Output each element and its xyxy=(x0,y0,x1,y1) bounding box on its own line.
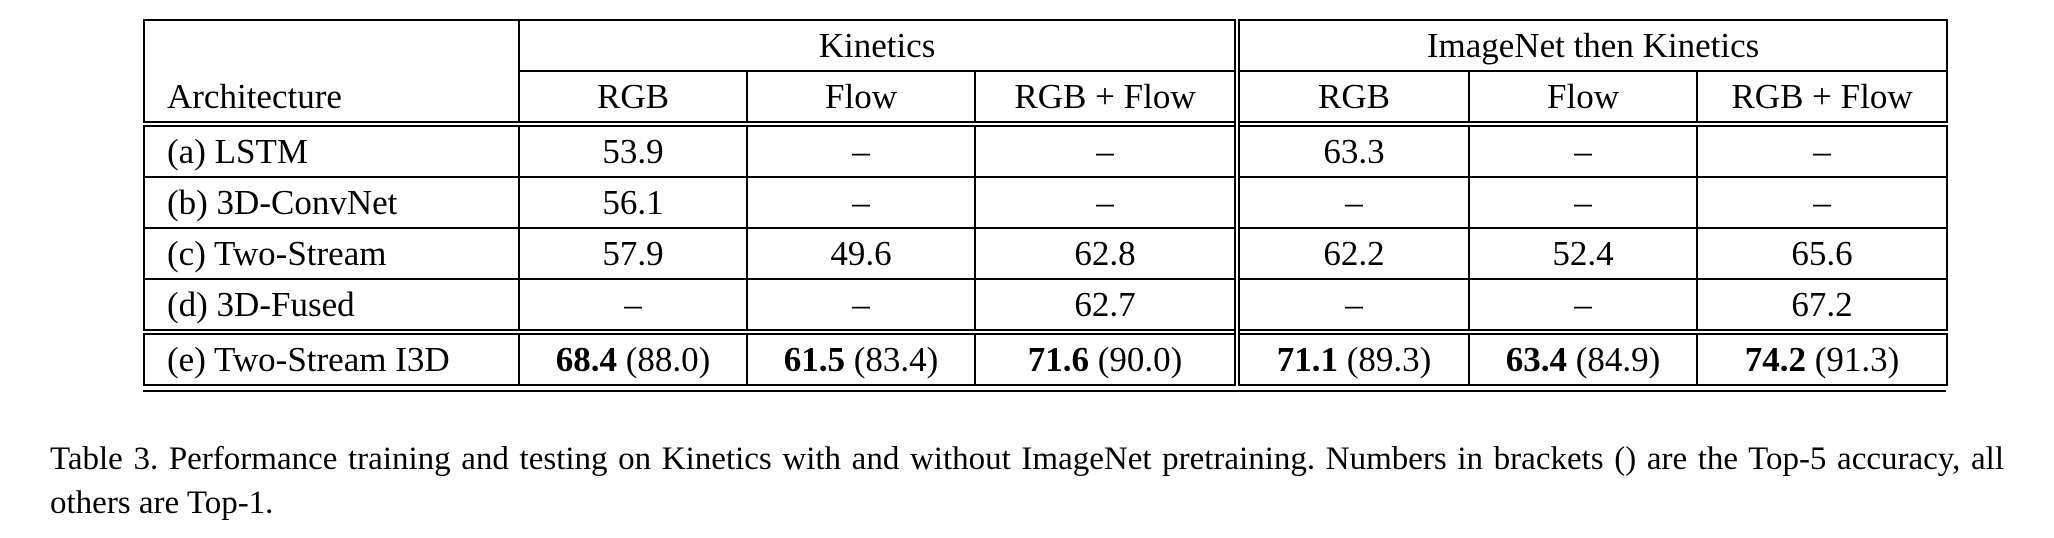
header-blank-cell xyxy=(144,20,519,71)
top1-value: 71.1 xyxy=(1276,340,1338,379)
table-cell: – xyxy=(973,176,1238,228)
table-cell: – xyxy=(746,121,975,177)
sub-header: RGB xyxy=(518,71,747,124)
table-cell: 62.8 xyxy=(973,227,1238,279)
row-name: (b) 3D-ConvNet xyxy=(144,176,519,228)
sub-header: Flow xyxy=(746,71,975,124)
top5-value: (88.0) xyxy=(625,340,711,379)
group-header-imagenet-kinetics: ImageNet then Kinetics xyxy=(1234,20,1948,72)
top1-value: 74.2 xyxy=(1744,340,1806,379)
table-cell: 71.6 (90.0) xyxy=(973,329,1238,385)
table-cell: – xyxy=(1696,176,1948,228)
top5-value: (84.9) xyxy=(1575,340,1661,379)
row-name: (e) Two-Stream I3D xyxy=(144,329,519,385)
table-cell: 61.5 (83.4) xyxy=(746,329,975,385)
table-cell: – xyxy=(518,278,747,332)
table-cell: 53.9 xyxy=(518,121,747,177)
results-table-container: Kinetics ImageNet then Kinetics Architec… xyxy=(143,19,1949,392)
table-cell: 74.2 (91.3) xyxy=(1696,329,1948,385)
top5-value: (90.0) xyxy=(1097,340,1183,379)
table-cell: – xyxy=(1468,176,1698,228)
table-cell: 56.1 xyxy=(518,176,747,228)
row-name: (c) Two-Stream xyxy=(144,227,519,279)
table-cell: 65.6 xyxy=(1696,227,1948,279)
top1-value: 61.5 xyxy=(783,340,845,379)
table-cell: – xyxy=(1234,278,1470,332)
table-row: (b) 3D-ConvNet 56.1 – – – – – xyxy=(144,176,1948,228)
table-cell: – xyxy=(1234,176,1470,228)
top5-value: (91.3) xyxy=(1814,340,1900,379)
group-header-row: Kinetics ImageNet then Kinetics xyxy=(144,20,1948,72)
table-row: (d) 3D-Fused – – 62.7 – – 67.2 xyxy=(144,278,1948,332)
sub-header-row: Architecture RGB Flow RGB + Flow RGB Flo… xyxy=(144,71,1948,124)
table-cell: 57.9 xyxy=(518,227,747,279)
row-name: (a) LSTM xyxy=(144,121,519,177)
row-name: (d) 3D-Fused xyxy=(144,278,519,332)
sub-header: RGB + Flow xyxy=(973,71,1238,124)
table-cell: 67.2 xyxy=(1696,278,1948,332)
top1-value: 63.4 xyxy=(1505,340,1567,379)
top5-value: (89.3) xyxy=(1346,340,1432,379)
table-cell: – xyxy=(1468,278,1698,332)
top1-value: 71.6 xyxy=(1027,340,1089,379)
table-cell: 62.7 xyxy=(973,278,1238,332)
table-body: (a) LSTM 53.9 – – 63.3 – – (b) 3D-ConvNe… xyxy=(144,121,1948,385)
table-cell: – xyxy=(1468,121,1698,177)
table-row: (c) Two-Stream 57.9 49.6 62.8 62.2 52.4 … xyxy=(144,227,1948,279)
top1-value: 68.4 xyxy=(555,340,617,379)
table-cell: – xyxy=(973,121,1238,177)
table-row: (a) LSTM 53.9 – – 63.3 – – xyxy=(144,121,1948,177)
table-cell: 52.4 xyxy=(1468,227,1698,279)
table-cell: 49.6 xyxy=(746,227,975,279)
table-cell: 68.4 (88.0) xyxy=(518,329,747,385)
table-row-highlight: (e) Two-Stream I3D 68.4 (88.0) 61.5 (83.… xyxy=(144,329,1948,385)
sub-header: RGB xyxy=(1234,71,1470,124)
group-header-kinetics: Kinetics xyxy=(517,20,1238,72)
table-cell: 62.2 xyxy=(1234,227,1470,279)
table-caption: Table 3. Performance training and testin… xyxy=(50,441,2004,521)
table-cell: 63.3 xyxy=(1234,121,1470,177)
sub-header: RGB + Flow xyxy=(1696,71,1948,124)
table-header: Kinetics ImageNet then Kinetics Architec… xyxy=(144,20,1948,124)
table-cell: – xyxy=(746,278,975,332)
table-cell: – xyxy=(746,176,975,228)
results-table: Kinetics ImageNet then Kinetics Architec… xyxy=(143,19,1949,386)
row-header-label: Architecture xyxy=(167,76,342,116)
top5-value: (83.4) xyxy=(853,340,939,379)
table-cell: 71.1 (89.3) xyxy=(1234,329,1470,385)
table-bottom-rule xyxy=(143,390,1946,392)
sub-header: Flow xyxy=(1468,71,1698,124)
table-cell: – xyxy=(1696,121,1948,177)
table-cell: 63.4 (84.9) xyxy=(1468,329,1698,385)
